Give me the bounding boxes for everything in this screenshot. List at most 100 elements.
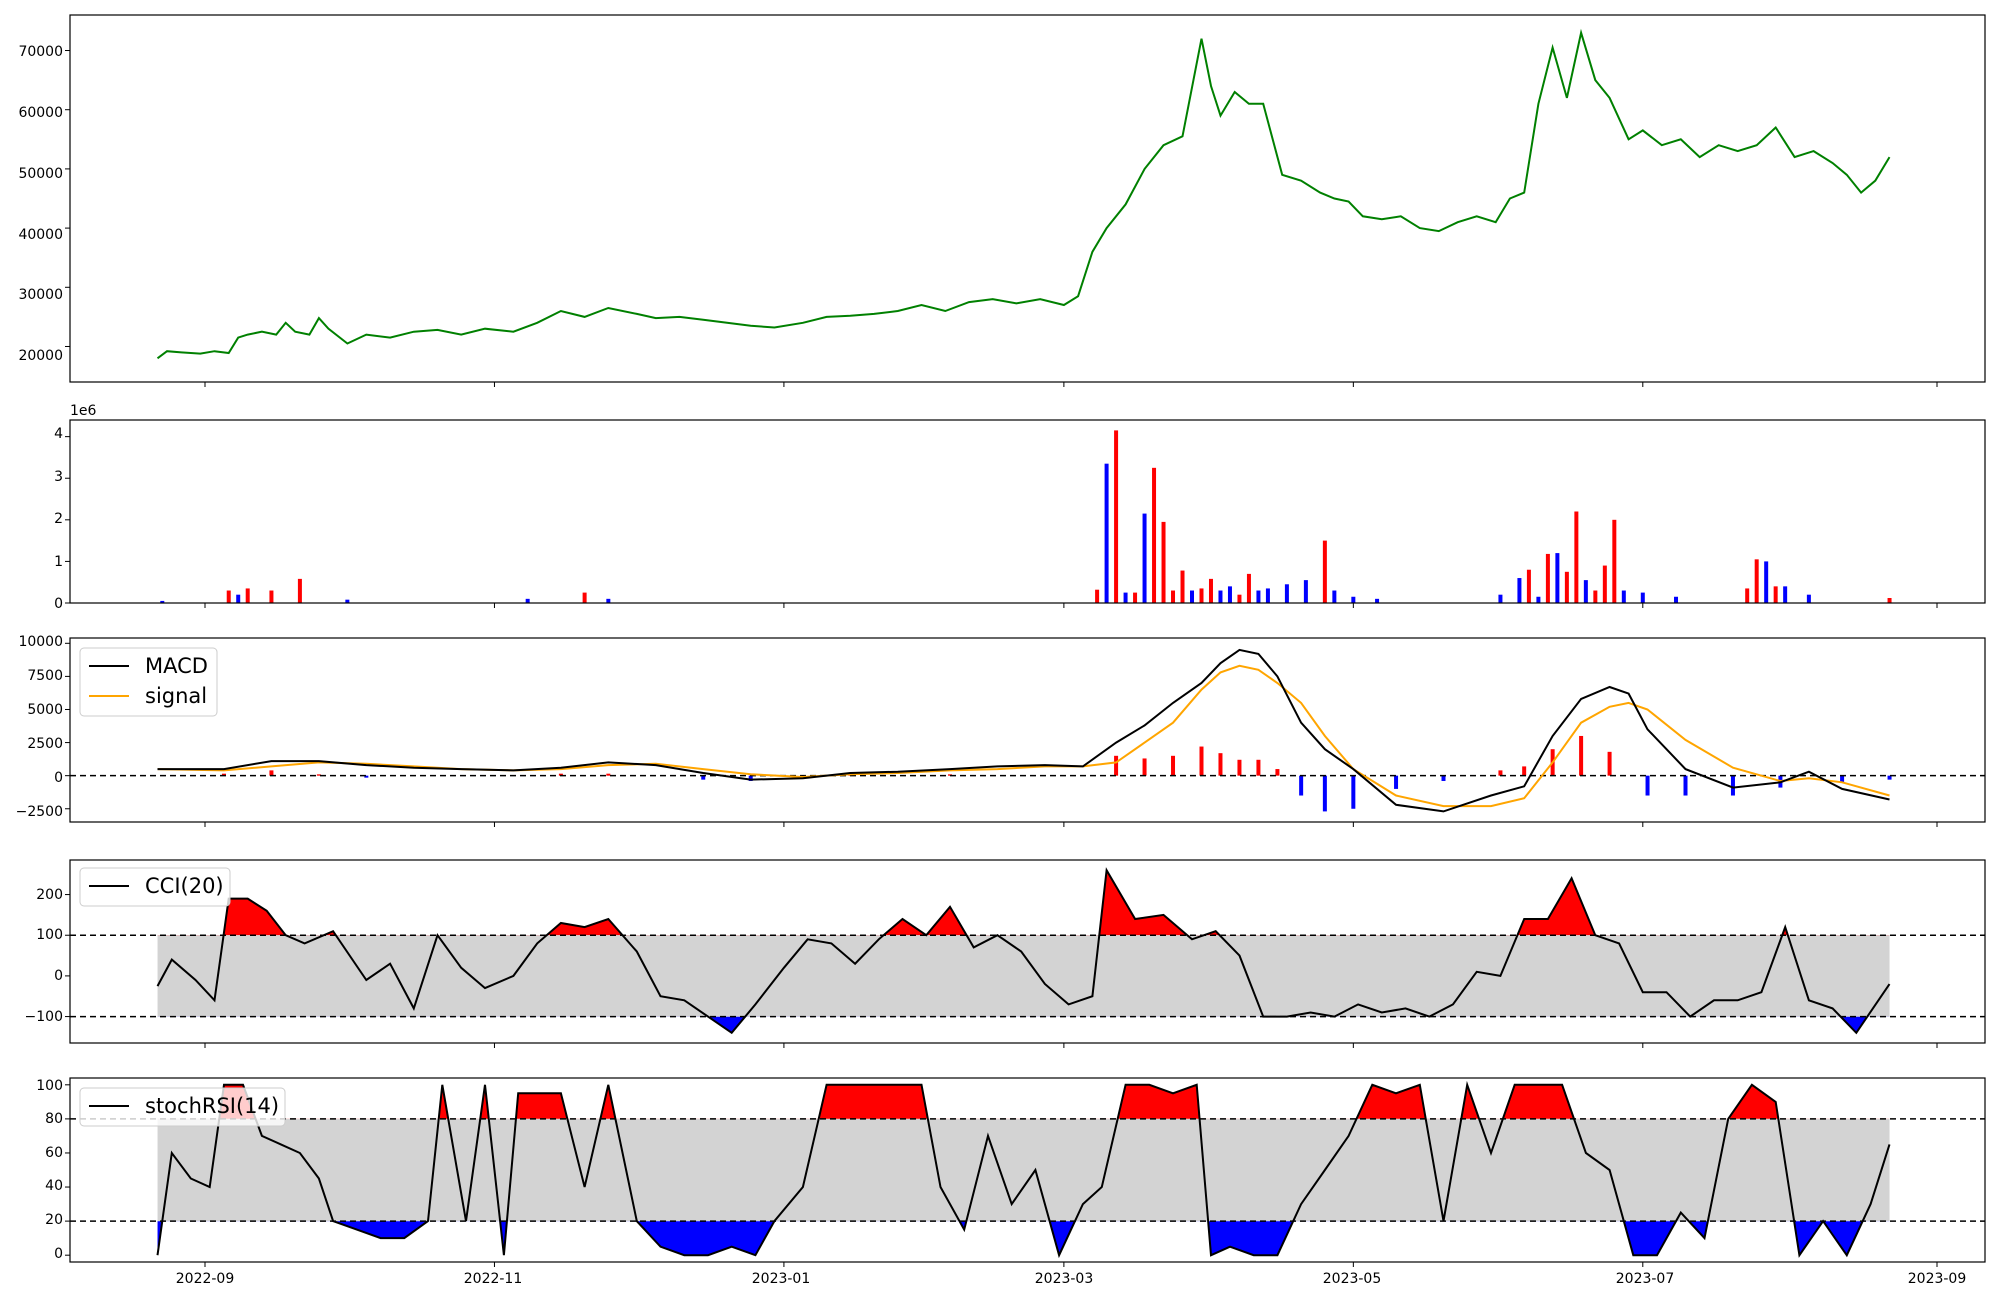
price-y-tick-label: 50000 [18, 166, 63, 182]
volume-bar [1526, 569, 1531, 603]
volume-bar [1517, 578, 1522, 603]
macd-histogram-bar [558, 773, 563, 776]
volume-bar [1322, 540, 1327, 603]
signal-legend-label: signal [145, 684, 207, 708]
price-plot-layer [156, 28, 1891, 360]
x-axis: 2022-09 2022-11 2023-01 2023-03 2023-05 … [176, 1271, 1967, 1287]
volume-bar [1246, 573, 1251, 603]
volume-bar [1754, 559, 1759, 603]
volume-bar [1621, 590, 1626, 603]
volume-y-tick-label: 4 [54, 426, 63, 442]
volume-bar [1218, 590, 1223, 603]
volume-bar [1674, 596, 1679, 603]
volume-bar [1114, 430, 1119, 603]
volume-bar [582, 592, 587, 603]
macd-y-tick-label: 5000 [27, 702, 63, 718]
volume-bar [1256, 590, 1261, 603]
x-tick-label: 2023-07 [1616, 1271, 1675, 1287]
macd-histogram-bar [1730, 775, 1735, 796]
macd-y-tick-label: −2500 [16, 804, 63, 820]
x-tick-marks [204, 382, 1938, 1267]
macd-histogram-bar [1498, 770, 1503, 776]
volume-bar [1536, 596, 1541, 603]
macd-histogram-bar [1441, 775, 1446, 781]
volume-bar [1498, 594, 1503, 603]
volume-bar [1545, 553, 1550, 603]
volume-y-tick-label: 0 [54, 596, 63, 612]
price-y-tick-label: 30000 [18, 287, 63, 303]
macd-histogram-bar [1237, 759, 1242, 776]
macd-histogram-bar [1887, 775, 1892, 780]
volume-bar [345, 599, 350, 603]
volume-bar [1574, 511, 1579, 603]
volume-bar [1265, 588, 1270, 603]
volume-bar [1142, 513, 1147, 603]
cci-y-tick-label: 0 [54, 968, 63, 984]
cci-plot-layer [70, 867, 1985, 1035]
price-y-axis: 20000 30000 40000 50000 60000 70000 [18, 44, 63, 364]
volume-bar [1593, 590, 1598, 603]
macd-histogram-bar [269, 770, 274, 776]
volume-bar [1180, 570, 1185, 603]
macd-histogram-bar [1351, 775, 1356, 809]
price-line [156, 28, 1891, 360]
volume-bar [525, 598, 530, 603]
volume-bar [606, 598, 611, 603]
volume-bar [1602, 565, 1607, 603]
price-y-tick-label: 60000 [18, 105, 63, 121]
stochrsi-legend-label: stochRSI(14) [145, 1094, 279, 1118]
stochrsi-plot-layer [70, 1080, 1985, 1259]
volume-bar [1190, 590, 1195, 603]
cci-line [156, 867, 1891, 1035]
volume-y-axis: 0 1 2 3 4 [54, 426, 63, 612]
volume-bar [1583, 580, 1588, 603]
volume-bar [1773, 586, 1778, 603]
cci-y-tick-label: 100 [36, 927, 63, 943]
volume-y-tick-marks [65, 436, 70, 604]
macd-histogram-bar [748, 775, 753, 781]
stochrsi-legend: stochRSI(14) [79, 1087, 286, 1127]
price-panel: 20000 30000 40000 50000 60000 70000 [18, 14, 1986, 383]
macd-legend-label: MACD [145, 654, 208, 678]
volume-bar [1199, 588, 1204, 603]
cci-legend-box [79, 867, 231, 907]
stochrsi-y-tick-label: 0 [54, 1246, 63, 1262]
macd-histogram-bar [1522, 766, 1527, 776]
macd-line [157, 648, 1890, 813]
signal-line [157, 664, 1890, 808]
volume-axes-frame [69, 419, 1986, 604]
macd-histogram-bar [1256, 759, 1261, 776]
macd-panel: −2500 0 2500 5000 7500 10000 MACD signal [16, 634, 1986, 823]
volume-bar [1161, 521, 1166, 603]
macd-y-tick-label: 7500 [27, 668, 63, 684]
macd-histogram-bar [1275, 769, 1280, 776]
macd-y-tick-label: 0 [54, 770, 63, 786]
cci-y-tick-label: −100 [25, 1009, 63, 1025]
volume-bar [1764, 561, 1769, 603]
volume-y-tick-label: 1 [54, 554, 63, 570]
cci-y-tick-marks [65, 894, 70, 1018]
volume-bar [1332, 590, 1337, 603]
x-tick-label: 2023-01 [752, 1271, 811, 1287]
macd-histogram-bar [1199, 746, 1204, 776]
macd-axes-frame [69, 637, 1986, 823]
cci-y-axis: −100 0 100 200 [25, 887, 63, 1025]
stochrsi-panel: 0 20 40 60 80 100 stochRSI(14) [36, 1077, 1986, 1263]
volume-bar [1887, 598, 1892, 603]
macd-y-tick-label: 10000 [18, 634, 63, 650]
volume-bar [226, 590, 231, 603]
x-tick-label: 2022-11 [464, 1271, 523, 1287]
volume-y-tick-label: 3 [54, 469, 63, 485]
price-y-tick-marks [65, 50, 70, 347]
volume-bar [1123, 592, 1128, 603]
macd-histogram-bar [1114, 755, 1119, 776]
macd-histogram-bar [1683, 775, 1688, 796]
macd-histogram-bar [947, 774, 952, 776]
volume-bar [1806, 594, 1811, 603]
volume-bar [1555, 553, 1560, 603]
x-tick-label: 2023-09 [1908, 1271, 1967, 1287]
macd-histogram-bar [1840, 775, 1845, 783]
stochrsi-axes-frame [69, 1077, 1986, 1263]
macd-histogram-bar [1607, 751, 1612, 776]
